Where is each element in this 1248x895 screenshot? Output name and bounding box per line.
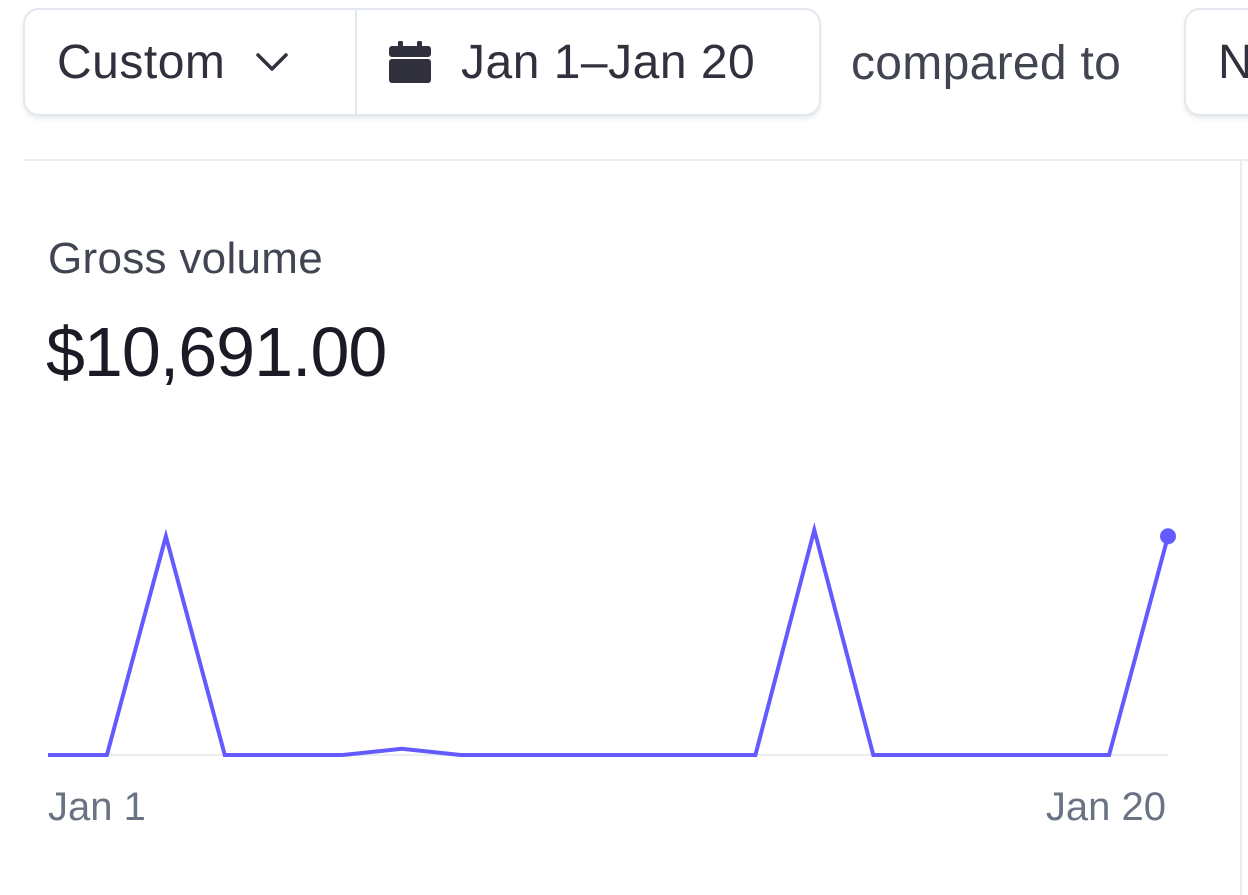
data-point-jan-2 (105, 753, 109, 757)
series-line-0 (48, 522, 1170, 757)
data-point-jan-10 (577, 753, 581, 757)
data-point-jan-4 (223, 753, 227, 757)
metric-title: Gross volume (48, 234, 324, 283)
data-point-jan-15 (871, 753, 875, 757)
data-point-jan-5 (282, 753, 286, 757)
range-preset-label: Custom (57, 35, 226, 89)
data-point-jan-12 (694, 753, 698, 757)
date-range-button[interactable]: Jan 1–Jan 20 (357, 10, 819, 114)
range-preset-select[interactable]: Custom (25, 10, 357, 114)
data-point-jan-6 (341, 753, 345, 757)
data-point-jan-13 (753, 753, 757, 757)
data-point-jan-1 (46, 753, 50, 757)
data-point-jan-14 (812, 528, 816, 532)
data-point-jan-3 (164, 534, 168, 538)
section-divider (23, 159, 1248, 161)
data-point-jan-11 (635, 753, 639, 757)
x-tick-label: Jan 1 (48, 785, 146, 829)
card-divider (1240, 161, 1242, 895)
data-point-jan-16 (930, 753, 934, 757)
data-point-jan-9 (518, 753, 522, 757)
data-point-jan-18 (1048, 753, 1052, 757)
date-filter-group: Custom Jan 1–Jan 20 (23, 8, 821, 116)
comparison-period-label: N (1218, 35, 1248, 89)
date-range-label: Jan 1–Jan 20 (461, 35, 756, 89)
comparison-period-select[interactable]: N (1184, 8, 1248, 116)
calendar-icon (387, 39, 433, 85)
x-tick-label: Jan 20 (1046, 785, 1166, 829)
data-point-jan-8 (459, 753, 463, 757)
metric-value: $10,691.00 (46, 313, 387, 391)
chevron-down-icon (255, 51, 289, 73)
data-point-jan-19 (1107, 753, 1111, 757)
data-point-jan-7 (400, 747, 404, 751)
data-point-jan-17 (989, 753, 993, 757)
series-last-point (1160, 528, 1176, 545)
compared-to-label: compared to (851, 37, 1122, 90)
